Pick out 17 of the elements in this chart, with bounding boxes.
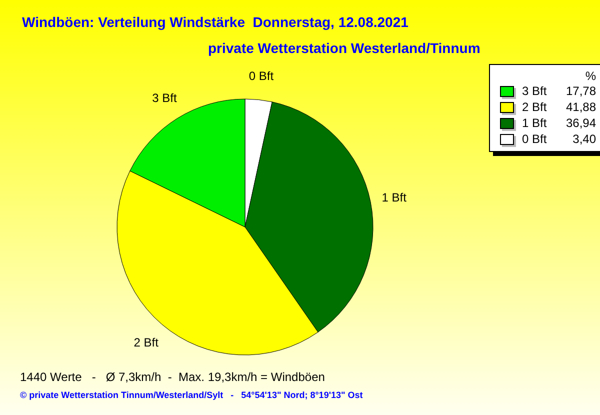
data-label: 17,78: [564, 84, 596, 98]
data-label: 36,94: [564, 116, 596, 130]
legend-label: 0 Bft: [522, 132, 548, 146]
legend-label: 3 Bft: [522, 84, 548, 98]
legend-label: 1 Bft: [522, 116, 548, 130]
slice-label: 3 Bft: [152, 91, 178, 106]
text: 1440 Werte - Ø 7,3km/h - Max. 19,3km/h = Windböen: [20, 370, 325, 384]
chart-title: Windböen: Verteilung Windstärke Donnerstag, 12.08.2021: [22, 14, 408, 30]
data-label: 41,88: [564, 100, 596, 114]
chart-subtitle: private Wetterstation Westerland/Tinnum: [208, 40, 480, 56]
slice-label: 1 Bft: [382, 190, 408, 204]
legend-title: %: [584, 69, 596, 83]
slice-label: 2 Bft: [134, 335, 160, 350]
text: © private Wetterstation Tinnum/Westerland/Sylt - 54°54'13" Nord; 8°19'13" Ost: [20, 390, 363, 400]
slice-label: 0 Bft: [248, 68, 274, 83]
legend-label: 2 Bft: [522, 100, 548, 114]
data-label: 3,40: [572, 132, 596, 146]
